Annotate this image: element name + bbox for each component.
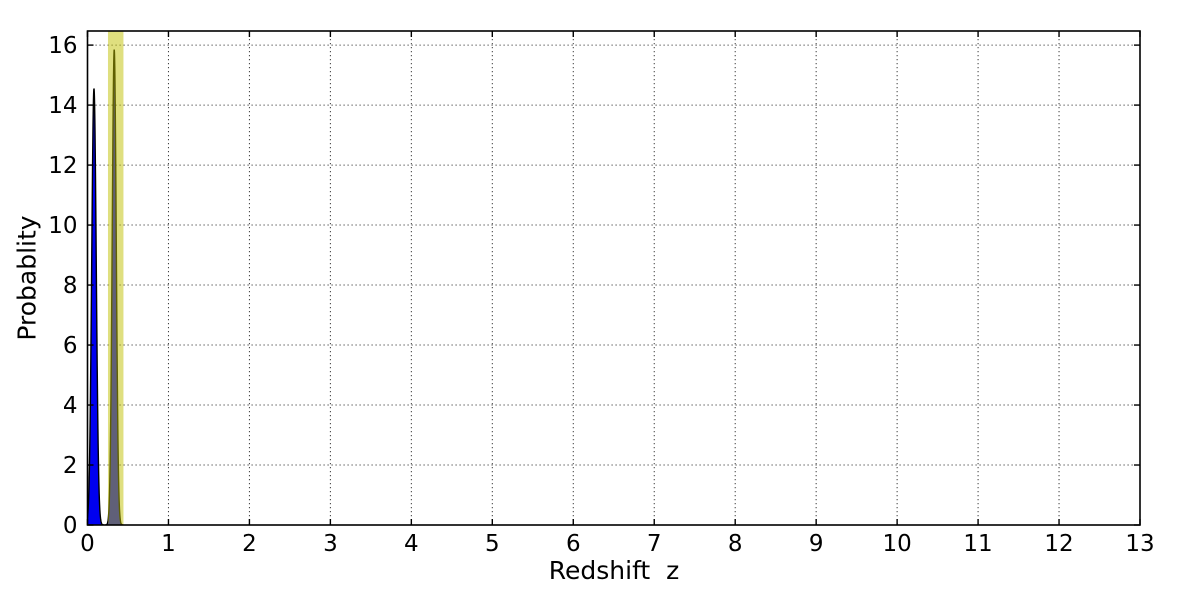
x-tick-label: 7	[647, 531, 662, 557]
x-tick-label: 0	[80, 531, 95, 557]
y-tick-label: 4	[63, 393, 78, 419]
axes-spines	[86, 30, 1141, 526]
pdf-peak-1-fill	[87, 88, 105, 525]
y-axis-label: Probablity	[12, 215, 42, 341]
plot-area	[87, 31, 1140, 525]
x-tick-label: 5	[485, 531, 500, 557]
x-tick-label: 13	[1125, 531, 1154, 557]
y-tick-label: 10	[48, 213, 77, 239]
x-tick-label: 8	[728, 531, 743, 557]
y-tick-label: 2	[63, 453, 78, 479]
x-tick-label: 3	[323, 531, 338, 557]
highlight-band	[107, 31, 124, 525]
x-tick-label: 10	[882, 531, 911, 557]
y-tick-label: 0	[63, 513, 78, 539]
x-tick-label: 1	[161, 531, 176, 557]
y-tick-label: 14	[48, 93, 77, 119]
x-tick-label: 12	[1044, 531, 1073, 557]
x-tick-label: 9	[809, 531, 824, 557]
x-tick-label: 4	[404, 531, 419, 557]
x-tick-label: 2	[242, 531, 257, 557]
x-tick-label: 11	[963, 531, 992, 557]
y-tick-label: 8	[63, 273, 78, 299]
y-tick-label: 16	[48, 33, 77, 59]
pdf-peak-1-edge	[87, 88, 105, 525]
y-tick-label: 12	[48, 153, 77, 179]
x-tick-label: 6	[566, 531, 581, 557]
y-tick-label: 6	[63, 333, 78, 359]
x-axis-label: Redshift z	[548, 556, 680, 585]
